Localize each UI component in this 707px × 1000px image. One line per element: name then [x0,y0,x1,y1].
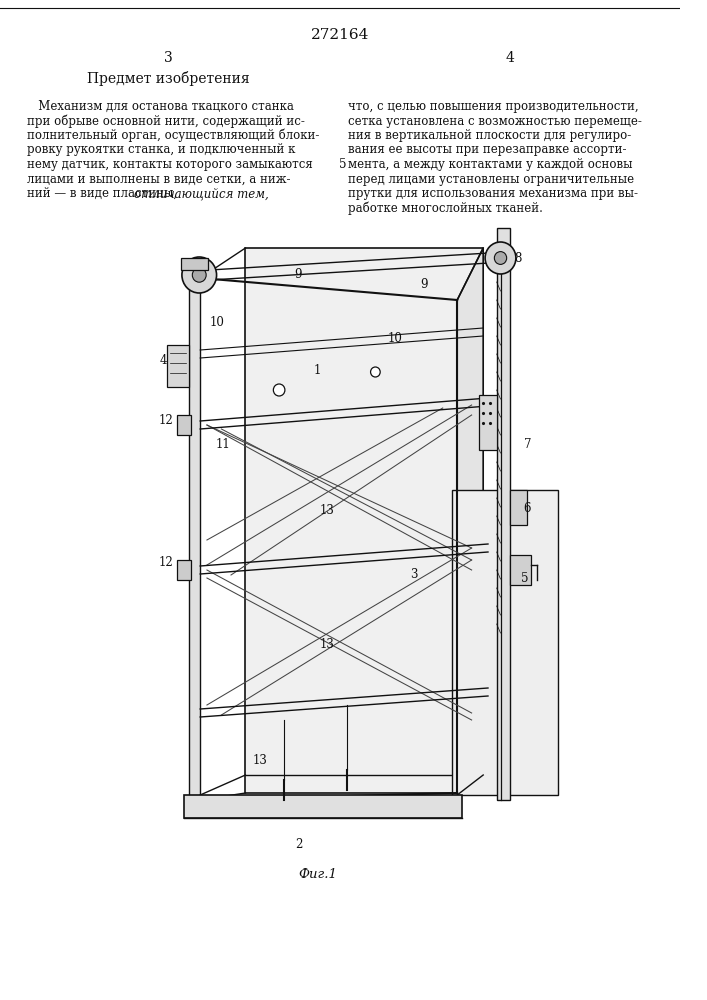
Text: 4: 4 [160,354,168,366]
Bar [181,258,208,270]
Bar [177,415,191,435]
Text: 9: 9 [295,268,302,282]
Bar [496,228,510,800]
Bar [452,490,559,795]
Text: ния в вертикальной плоскости для регулиро-: ния в вертикальной плоскости для регулир… [349,129,631,142]
Bar [510,490,527,525]
Text: полнительный орган, осуществляющий блоки-: полнительный орган, осуществляющий блоки… [27,129,320,142]
Bar [510,555,531,585]
Bar [184,795,462,818]
Bar [245,248,483,793]
Text: Предмет изобретения: Предмет изобретения [87,70,250,86]
Text: Фиг.1: Фиг.1 [298,868,337,882]
Text: 5: 5 [339,158,346,171]
Circle shape [182,257,216,293]
Text: вания ее высоты при перезаправке ассорти-: вания ее высоты при перезаправке ассорти… [349,143,627,156]
Bar [168,345,189,387]
Circle shape [370,367,380,377]
Text: 8: 8 [514,251,522,264]
Text: 13: 13 [252,754,267,766]
Text: 11: 11 [216,438,230,452]
Text: 10: 10 [387,332,402,344]
Circle shape [494,252,507,264]
Text: 13: 13 [320,639,334,652]
Bar [177,560,191,580]
Circle shape [485,242,516,274]
Text: 5: 5 [521,572,528,584]
Text: 3: 3 [164,51,173,65]
Text: мента, а между контактами у каждой основы: мента, а между контактами у каждой основ… [349,158,633,171]
Text: 6: 6 [524,502,531,514]
Bar [479,395,496,450]
Text: прутки для использования механизма при вы-: прутки для использования механизма при в… [349,187,638,200]
Bar [189,263,200,800]
Text: отличающийся тем,: отличающийся тем, [134,187,269,200]
Text: 7: 7 [524,438,531,452]
Text: 12: 12 [158,414,173,426]
Text: 10: 10 [209,316,224,328]
Text: что, с целью повышения производительности,: что, с целью повышения производительност… [349,100,639,113]
Text: 13: 13 [320,504,334,516]
Text: 272164: 272164 [310,28,369,42]
Text: ний — в виде пластины,: ний — в виде пластины, [27,187,181,200]
Text: при обрыве основной нити, содержащий ис-: при обрыве основной нити, содержащий ис- [27,114,305,128]
Text: работке многослойных тканей.: работке многослойных тканей. [349,202,543,215]
Text: 3: 3 [410,568,418,582]
Polygon shape [457,248,483,793]
Circle shape [274,384,285,396]
Text: ровку рукоятки станка, и подключенный к: ровку рукоятки станка, и подключенный к [27,143,296,156]
Text: лицами и выполнены в виде сетки, а ниж-: лицами и выполнены в виде сетки, а ниж- [27,172,291,186]
Text: 12: 12 [158,556,173,568]
Text: сетка установлена с возможностью перемеще-: сетка установлена с возможностью перемещ… [349,114,642,127]
Text: перед лицами установлены ограничительные: перед лицами установлены ограничительные [349,172,635,186]
Text: 4: 4 [506,51,515,65]
Text: 1: 1 [314,363,321,376]
Circle shape [192,268,206,282]
Text: 2: 2 [295,838,302,852]
Text: 9: 9 [420,277,427,290]
Text: Механизм для останова ткацкого станка: Механизм для останова ткацкого станка [27,100,294,113]
Text: нему датчик, контакты которого замыкаются: нему датчик, контакты которого замыкаютс… [27,158,312,171]
